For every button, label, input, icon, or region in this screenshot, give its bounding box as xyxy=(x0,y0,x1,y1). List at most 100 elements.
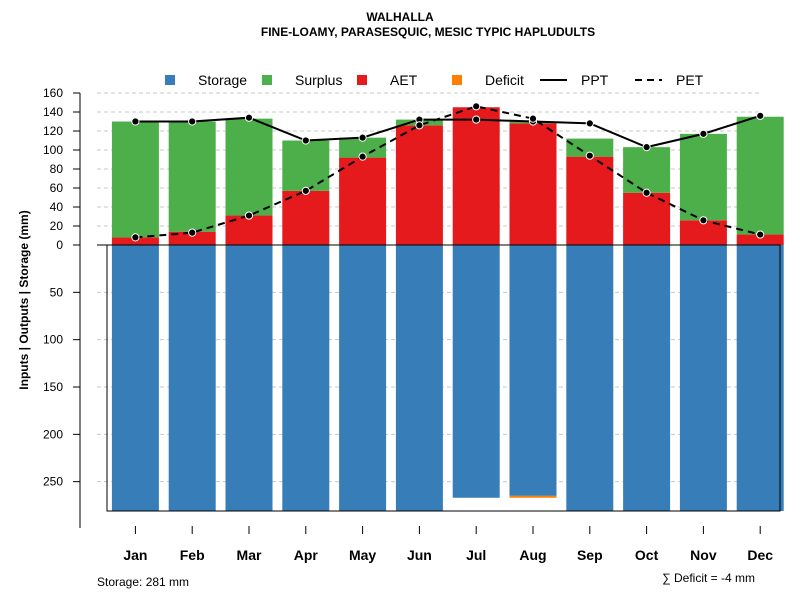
pet-point xyxy=(188,228,197,237)
surplus-bar xyxy=(339,137,387,158)
aet-bar xyxy=(339,157,387,245)
storage-bar xyxy=(509,245,557,496)
pet-point xyxy=(131,233,140,242)
legend: Storage Surplus AET Deficit PPT PET xyxy=(165,72,704,88)
ppt-point xyxy=(642,143,651,152)
storage-bar xyxy=(623,245,671,511)
pet-point xyxy=(358,152,367,161)
x-tick-label: May xyxy=(349,547,376,563)
legend-label: PPT xyxy=(581,72,609,88)
ppt-point xyxy=(585,119,594,128)
ppt-point xyxy=(244,113,254,122)
x-tick-label: Apr xyxy=(294,547,319,563)
chart-subtitle: FINE-LOAMY, PARASESQUIC, MESIC TYPIC HAP… xyxy=(261,25,595,39)
y-tick-label: 150 xyxy=(43,380,63,394)
legend-swatch xyxy=(262,75,272,85)
ppt-point xyxy=(188,117,197,126)
aet-bar xyxy=(566,156,614,245)
y-tick-label: 100 xyxy=(43,333,63,347)
storage-footer: Storage: 281 mm xyxy=(97,575,189,589)
storage-bar xyxy=(111,245,159,511)
ppt-point xyxy=(131,117,140,126)
legend-label: Storage xyxy=(198,72,247,88)
x-tick-label: Sep xyxy=(577,547,603,563)
surplus-bar xyxy=(736,116,784,235)
ppt-line xyxy=(135,114,761,149)
deficit-footer: ∑ Deficit = -4 mm xyxy=(662,571,755,585)
legend-label: PET xyxy=(676,72,704,88)
y-tick-label: 100 xyxy=(43,143,63,157)
surplus-bar xyxy=(566,138,614,157)
x-tick-label: Jul xyxy=(466,547,486,563)
legend-swatch xyxy=(357,75,367,85)
aet-bar xyxy=(736,234,784,245)
y-tick-label: 120 xyxy=(43,124,63,138)
chart-title: WALHALLA xyxy=(366,10,434,24)
y-tick-label: 250 xyxy=(43,475,63,489)
aet-bar xyxy=(395,125,443,245)
y-tick-label: 60 xyxy=(50,181,64,195)
ppt-point xyxy=(301,136,310,145)
y-tick-label: 40 xyxy=(50,200,64,214)
pet-point xyxy=(699,216,708,225)
x-tick-label: Mar xyxy=(237,547,262,563)
storage-bar xyxy=(736,245,784,511)
legend-label: AET xyxy=(390,72,418,88)
ppt-point xyxy=(358,133,367,142)
aet-bar xyxy=(452,107,500,245)
surplus-bar xyxy=(282,140,330,191)
storage-bar xyxy=(225,245,273,511)
pet-point xyxy=(528,114,538,123)
aet-bar xyxy=(509,123,557,245)
storage-bar xyxy=(168,245,216,511)
storage-bar xyxy=(679,245,727,511)
ppt-point xyxy=(472,115,481,124)
aet-bar xyxy=(168,231,216,245)
storage-bar xyxy=(339,245,387,511)
surplus-bar xyxy=(168,121,216,232)
y-tick-label: 80 xyxy=(50,162,64,176)
legend-label: Surplus xyxy=(295,72,342,88)
surplus-bar xyxy=(679,133,727,221)
pet-point xyxy=(415,121,424,130)
aet-bar xyxy=(282,190,330,245)
x-tick-label: Jun xyxy=(407,547,432,563)
legend-swatch xyxy=(452,75,462,85)
pet-point xyxy=(301,186,310,195)
ppt-point xyxy=(756,111,765,120)
x-tick-label: Jan xyxy=(123,547,147,563)
deficit-bar xyxy=(509,495,557,498)
legend-label: Deficit xyxy=(485,72,524,88)
y-tick-label: 0 xyxy=(56,238,63,252)
y-tick-label: 50 xyxy=(50,285,64,299)
x-tick-label: Oct xyxy=(635,547,659,563)
y-axis-label: Inputs | Outputs | Storage (mm) xyxy=(17,210,31,389)
storage-bar xyxy=(395,245,443,511)
pet-point xyxy=(244,211,254,220)
legend-swatch xyxy=(165,75,175,85)
y-tick-label: 140 xyxy=(43,105,63,119)
series-lines xyxy=(131,102,765,242)
storage-bar xyxy=(566,245,614,511)
storage-bar xyxy=(452,245,500,498)
x-tick-label: Feb xyxy=(180,547,205,563)
surplus-bar xyxy=(225,118,273,216)
axes: 0 20 40 60 80 100 120 140 160 50 100 150 200 250 Jan Fe… xyxy=(43,86,781,563)
y-tick-label: 200 xyxy=(43,427,63,441)
storage-bar xyxy=(282,245,330,511)
pet-point xyxy=(585,151,594,160)
y-tick-label: 20 xyxy=(50,219,64,233)
pet-point xyxy=(472,102,481,111)
pet-point xyxy=(756,230,765,239)
pet-point xyxy=(642,188,651,197)
x-tick-label: Nov xyxy=(690,547,717,563)
x-tick-label: Dec xyxy=(747,547,773,563)
ppt-point xyxy=(699,129,708,138)
surplus-bar xyxy=(111,121,159,238)
y-tick-label: 160 xyxy=(43,86,63,100)
surplus-bar xyxy=(623,147,671,193)
x-tick-label: Aug xyxy=(519,547,546,563)
bars xyxy=(111,107,784,511)
pet-line xyxy=(135,105,761,239)
